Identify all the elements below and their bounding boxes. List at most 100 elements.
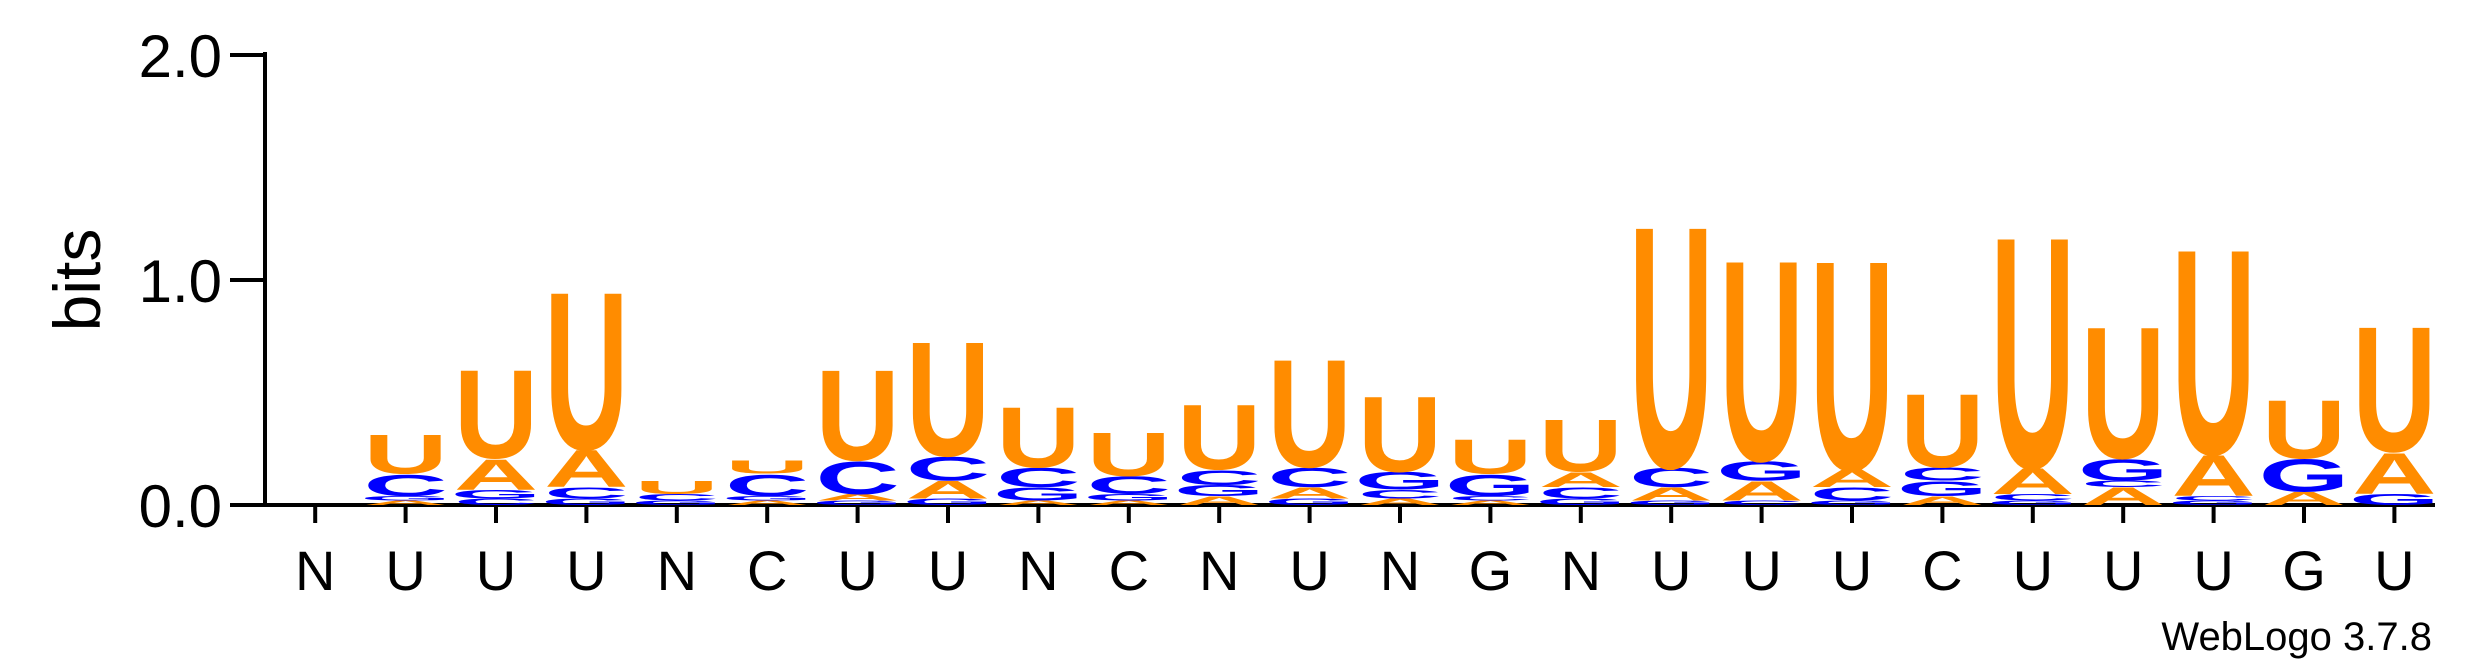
logo-letter-G: G	[1264, 497, 1355, 507]
logo-letter-U: U	[1267, 327, 1351, 500]
y-ticks: 0.0 1.0 2.0	[139, 23, 265, 540]
logo-letter-U: U	[1629, 153, 1713, 540]
x-tick-label: N	[1199, 539, 1239, 602]
x-tick-label: C	[1922, 539, 1962, 602]
logo-letter-G: G	[2078, 453, 2169, 487]
logo-letter-A: A	[1448, 499, 1532, 506]
logo-letter-G: G	[993, 484, 1084, 505]
letter-stacks: AGCUCGAUGCAUGCUAGCUGACUGACUAGCUAGCUAGCUG…	[360, 153, 2440, 540]
x-tick-label: U	[2013, 539, 2053, 602]
logo-letter-U: U	[1991, 169, 2075, 537]
logo-letter-G: G	[903, 497, 994, 507]
logo-letter-U: U	[1900, 372, 1984, 489]
logo-letter-A: A	[2171, 443, 2255, 509]
logo-letter-G: G	[1083, 492, 1174, 502]
logo-letter-A: A	[1539, 467, 1623, 491]
logo-letter-G: G	[1355, 467, 1446, 495]
logo-letter-A: A	[1177, 494, 1261, 508]
logo-letter-A: A	[1991, 461, 2075, 502]
y-tick-label: 2.0	[139, 23, 222, 90]
x-tick-label: U	[2374, 539, 2414, 602]
logo-letter-U: U	[1448, 429, 1532, 484]
logo-letter-G: G	[360, 495, 451, 502]
x-tick-label: N	[1380, 539, 1420, 602]
logo-letter-G: G	[1445, 469, 1536, 503]
logo-letter-C: C	[1810, 484, 1894, 505]
x-tick-label: U	[385, 539, 425, 602]
logo-letter-U: U	[363, 424, 447, 486]
logo-letter-U: U	[815, 343, 899, 488]
logo-letter-C: C	[996, 462, 1080, 493]
x-tick-label: N	[1018, 539, 1058, 602]
logo-letter-A: A	[2262, 488, 2346, 509]
weblogo-credit: WebLogo 3.7.8	[2161, 615, 2432, 659]
y-axis-label: bits	[40, 229, 114, 332]
logo-letter-C: C	[725, 469, 809, 503]
logo-letter-U: U	[996, 388, 1080, 485]
logo-letter-A: A	[1629, 484, 1713, 505]
logo-letter-U: U	[544, 247, 628, 498]
logo-letter-G: G	[2259, 450, 2350, 502]
x-tick-label: U	[1651, 539, 1691, 602]
logo-letter-C: C	[1087, 471, 1171, 499]
logo-letter-C: C	[1991, 492, 2075, 502]
logo-letter-G: G	[1535, 497, 1626, 507]
logo-letter-C: C	[1719, 499, 1803, 506]
logo-letter-U: U	[906, 308, 990, 491]
logo-letter-C: C	[815, 452, 899, 504]
logo-letter-G: G	[541, 497, 632, 507]
logo-letter-U: U	[2171, 189, 2255, 516]
x-tick-label: U	[928, 539, 968, 602]
logo-letter-U: U	[1177, 386, 1261, 489]
logo-letter-G: G	[2349, 491, 2440, 508]
logo-letter-C: C	[544, 484, 628, 501]
logo-letter-U: U	[635, 477, 719, 498]
logo-letter-A: A	[906, 476, 990, 504]
logo-letter-G: G	[1174, 482, 1265, 499]
logo-letter-A: A	[2352, 440, 2436, 506]
logo-letter-U: U	[1719, 202, 1803, 522]
logo-letter-A: A	[544, 440, 628, 499]
logo-letter-A: A	[1719, 475, 1803, 506]
logo-letter-A: A	[363, 499, 447, 506]
x-tick-label: U	[837, 539, 877, 602]
logo-letter-G: G	[1897, 476, 1988, 500]
x-tick-label: N	[295, 539, 335, 602]
logo-letter-U: U	[1358, 373, 1442, 494]
logo-letter-C: C	[1177, 465, 1261, 489]
logo-letter-A: A	[815, 492, 899, 502]
logo-letter-U: U	[725, 457, 809, 478]
logo-letter-C: C	[2171, 495, 2255, 502]
y-tick-label: 1.0	[139, 248, 222, 315]
x-tick-label: N	[657, 539, 697, 602]
x-tick-label: G	[1469, 539, 1513, 602]
logo-letter-C: C	[2081, 479, 2165, 489]
logo-letter-C: C	[635, 492, 719, 502]
x-tick-label: U	[1741, 539, 1781, 602]
logo-letter-A: A	[1087, 499, 1171, 506]
logo-letter-U: U	[454, 343, 538, 484]
logo-letter-A: A	[1810, 465, 1894, 493]
logo-letter-G: G	[631, 499, 722, 506]
x-tick-label: C	[1109, 539, 1149, 602]
logo-letter-U: U	[1539, 405, 1623, 488]
logo-letter-G: G	[1626, 499, 1717, 506]
x-tick-label: G	[2282, 539, 2326, 602]
x-tick-label: U	[566, 539, 606, 602]
logo-letter-U: U	[1087, 420, 1171, 489]
logo-letter-C: C	[1267, 462, 1351, 493]
logo-letter-A: A	[454, 450, 538, 499]
y-tick-label: 0.0	[139, 473, 222, 540]
logo-letter-G: G	[812, 499, 903, 506]
logo-letter-C: C	[1358, 487, 1442, 501]
logo-letter-G: G	[1807, 499, 1898, 506]
x-tick-label: U	[476, 539, 516, 602]
logo-letter-C: C	[1629, 462, 1713, 493]
logo-letter-C: C	[1900, 463, 1984, 484]
x-tick-label: U	[2193, 539, 2233, 602]
y-axis: 0.0 1.0 2.0 bits	[40, 23, 267, 540]
logo-letter-A: A	[725, 499, 809, 506]
